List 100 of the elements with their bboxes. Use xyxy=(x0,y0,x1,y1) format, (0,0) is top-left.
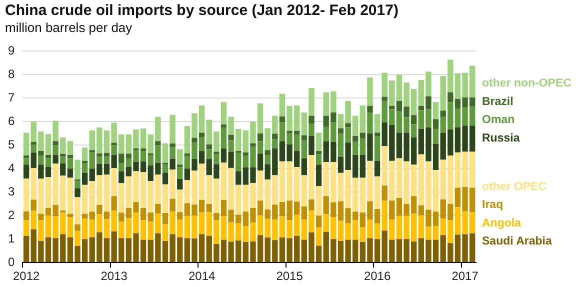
bar xyxy=(170,147,176,159)
bar xyxy=(30,200,36,210)
y-tick-label: 7 xyxy=(8,90,15,104)
y-tick-label: 8 xyxy=(8,67,15,81)
bar xyxy=(74,181,80,188)
bar xyxy=(279,116,286,122)
series-label: Russia xyxy=(482,132,520,144)
bar xyxy=(316,151,322,154)
bar xyxy=(23,236,30,262)
bar xyxy=(82,214,88,218)
bar xyxy=(67,141,74,156)
bar xyxy=(367,106,373,113)
bar xyxy=(184,153,190,156)
bar xyxy=(118,163,124,172)
bar xyxy=(170,114,176,144)
bar xyxy=(23,164,30,179)
bar xyxy=(308,136,314,156)
bar xyxy=(360,132,366,139)
x-tick-label: 2017 xyxy=(452,269,479,284)
bar xyxy=(338,128,344,134)
bar xyxy=(30,144,36,153)
bar xyxy=(236,152,242,172)
y-tick-label: 1 xyxy=(8,231,15,246)
bar xyxy=(316,164,322,186)
bar xyxy=(23,132,30,156)
bar xyxy=(374,132,380,136)
bar xyxy=(345,123,351,128)
bar xyxy=(74,224,80,231)
y-tick-label: 0 xyxy=(8,254,15,269)
bar xyxy=(301,158,308,176)
bar xyxy=(367,112,373,134)
x-tick-label: 2016 xyxy=(364,269,391,284)
y-tick-label: 6 xyxy=(8,114,15,128)
bar xyxy=(352,136,358,142)
bar xyxy=(242,152,249,156)
bar xyxy=(170,158,176,170)
bar xyxy=(432,119,439,129)
bar xyxy=(382,96,388,101)
bar xyxy=(177,178,183,190)
bar xyxy=(198,132,205,138)
series-label: Angola xyxy=(482,217,522,230)
bar xyxy=(382,186,388,201)
bar xyxy=(228,134,234,140)
bar xyxy=(23,155,30,158)
bar xyxy=(264,155,270,164)
bar xyxy=(23,220,30,236)
series-label: other non-OPEC xyxy=(482,78,572,90)
bar xyxy=(170,144,176,148)
bar xyxy=(118,154,124,164)
bar xyxy=(374,114,380,133)
bar xyxy=(301,135,308,140)
bar xyxy=(214,152,220,154)
chart-subtitle: million barrels per day xyxy=(5,20,132,35)
bar xyxy=(52,155,58,164)
y-tick-label: 2 xyxy=(8,208,15,222)
bar xyxy=(162,143,168,163)
bar xyxy=(177,212,183,220)
series-label: Brazil xyxy=(482,96,514,108)
y-tick-label: 9 xyxy=(8,44,15,58)
bar xyxy=(67,214,74,218)
bar xyxy=(257,133,264,142)
bar xyxy=(264,150,270,156)
bar xyxy=(308,124,314,136)
bar xyxy=(360,138,366,156)
x-tick-label: 2013 xyxy=(100,269,128,284)
series-label: other OPEC xyxy=(482,181,547,194)
bar xyxy=(126,154,132,159)
bar xyxy=(374,160,380,176)
bar xyxy=(118,212,124,222)
bar xyxy=(23,178,30,212)
x-tick-label: 2012 xyxy=(12,269,40,284)
y-tick-label: 5 xyxy=(8,137,15,152)
series-label: Iraq xyxy=(482,199,504,212)
bar xyxy=(30,142,36,144)
bar xyxy=(308,116,314,124)
bar xyxy=(74,188,80,198)
x-tick-label: 2015 xyxy=(276,269,304,284)
bar xyxy=(67,155,74,158)
bar xyxy=(118,171,124,183)
bar xyxy=(170,198,176,212)
bar xyxy=(67,168,74,178)
bar xyxy=(192,138,198,143)
bar xyxy=(60,156,66,164)
bar xyxy=(220,124,227,128)
bar xyxy=(82,163,88,173)
bar xyxy=(301,140,308,158)
bar xyxy=(23,158,30,165)
bar xyxy=(177,164,183,168)
bar xyxy=(316,216,322,228)
bar xyxy=(250,143,256,147)
series-label: Saudi Arabia xyxy=(482,236,552,248)
y-tick-label: 3 xyxy=(8,184,15,198)
bar xyxy=(316,132,322,152)
bar xyxy=(155,141,161,146)
bar xyxy=(60,163,66,176)
bar xyxy=(236,171,242,185)
bar xyxy=(177,167,183,179)
bar xyxy=(52,141,58,146)
bar xyxy=(272,134,278,140)
bar xyxy=(206,204,212,212)
